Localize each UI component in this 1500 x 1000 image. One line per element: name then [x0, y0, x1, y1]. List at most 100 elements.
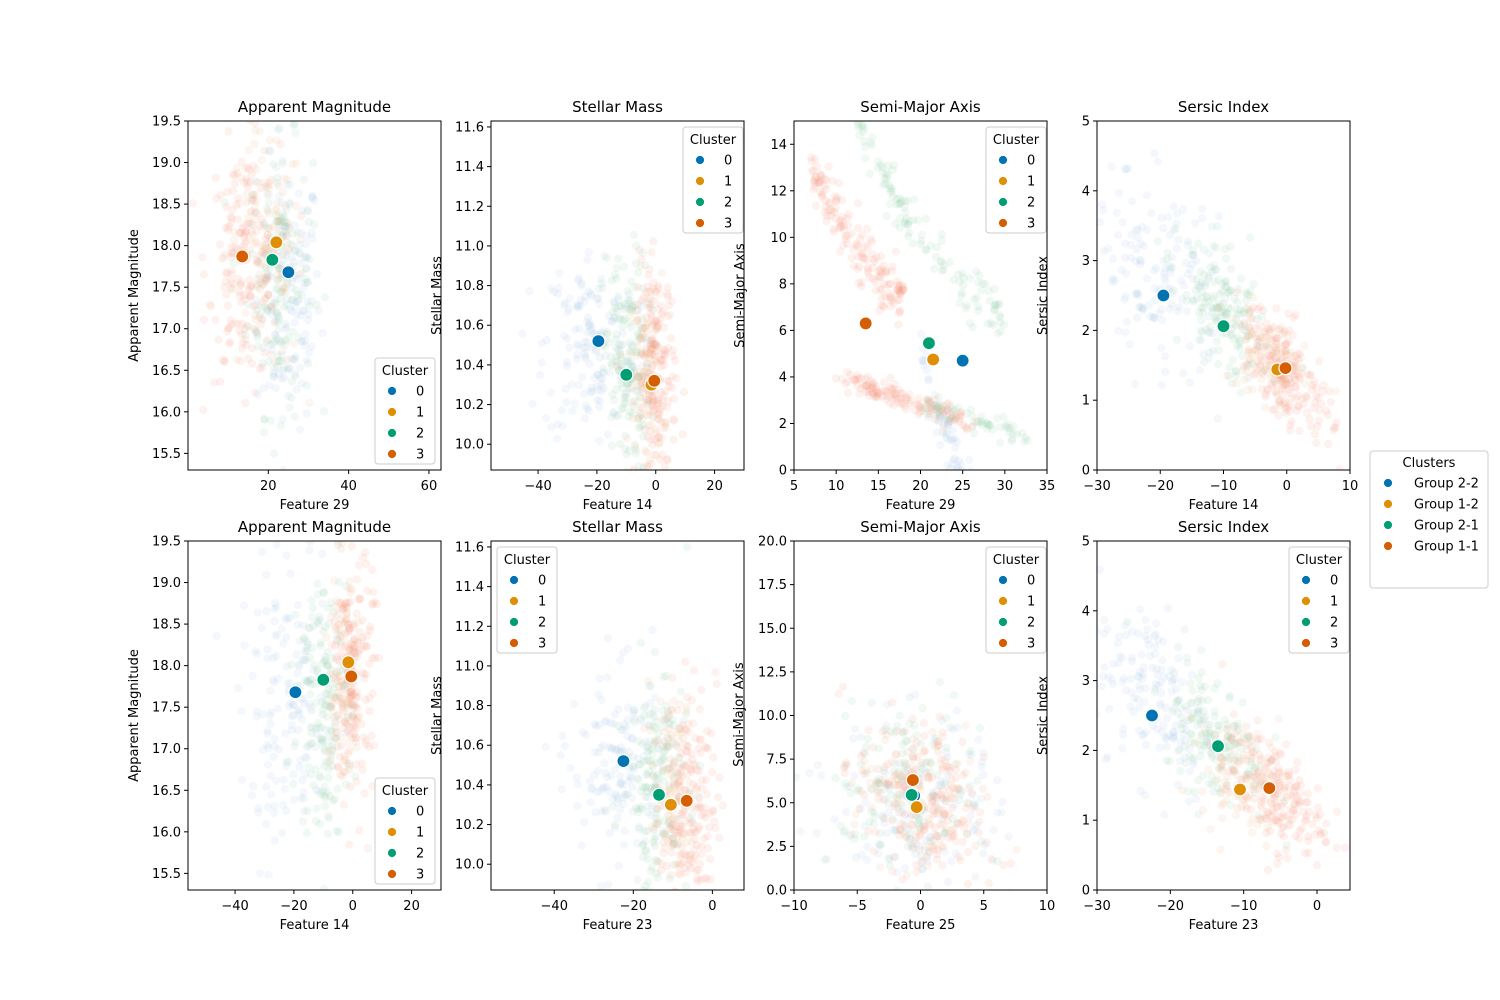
scatter-point [1326, 397, 1336, 407]
scatter-point [347, 620, 357, 630]
scatter-point [1253, 304, 1263, 314]
scatter-point [1279, 381, 1288, 390]
scatter-point [224, 225, 233, 234]
y-tick-label: 16.0 [152, 405, 181, 420]
scatter-point [880, 762, 889, 772]
scatter-point [274, 369, 284, 379]
scatter-point [318, 735, 327, 744]
scatter-point [1169, 734, 1178, 743]
scatter-point [915, 824, 925, 833]
scatter-point [698, 776, 707, 785]
scatter-point [643, 318, 652, 327]
scatter-point [860, 832, 869, 841]
scatter-point [674, 725, 683, 734]
scatter-point [896, 198, 905, 207]
scatter-point [642, 742, 651, 752]
scatter-point [629, 466, 638, 470]
scatter-point [592, 294, 602, 304]
scatter-point [677, 917, 685, 925]
scatter-point [323, 647, 333, 657]
scatter-point [1202, 738, 1211, 747]
scatter-point [977, 416, 986, 426]
scatter-point [1248, 814, 1257, 823]
scatter-point [926, 398, 935, 407]
scatter-point [611, 335, 621, 344]
scatter-point [626, 407, 635, 417]
scatter-point [616, 360, 625, 369]
scatter-point [1136, 605, 1145, 614]
scatter-point [1173, 696, 1182, 706]
scatter-point [666, 705, 676, 715]
scatter-point [638, 841, 647, 850]
legend-label: 2 [416, 427, 424, 442]
scatter-point [923, 769, 932, 778]
scatter-point [637, 314, 647, 323]
scatter-point [273, 283, 282, 292]
scatter-point [247, 220, 256, 229]
scatter-point [270, 357, 279, 366]
scatter-point [257, 184, 266, 193]
scatter-point [650, 841, 660, 851]
scatter-point [339, 601, 348, 610]
scatter-point [688, 719, 698, 728]
scatter-point [1119, 724, 1128, 733]
scatter-point [893, 394, 902, 404]
scatter-point [611, 744, 620, 753]
scatter-point [264, 870, 273, 880]
scatter-point [1255, 779, 1265, 788]
scatter-point [964, 507, 972, 515]
scatter-point [1285, 374, 1294, 383]
scatter-point [637, 371, 647, 380]
scatter-point [315, 773, 324, 782]
scatter-point [584, 248, 594, 257]
scatter-point [1097, 565, 1105, 575]
scatter-point [1247, 743, 1256, 752]
scatter-point [674, 869, 683, 878]
scatter-point [886, 296, 895, 305]
scatter-point [314, 619, 323, 628]
scatter-point [266, 350, 275, 359]
scatter-point [536, 370, 545, 380]
scatter-point [281, 325, 290, 334]
scatter-point [1232, 379, 1241, 388]
scatter-point [585, 777, 595, 786]
scatter-point [1203, 720, 1212, 730]
scatter-point [867, 784, 876, 793]
scatter-point [1019, 437, 1029, 446]
scatter-point [601, 807, 610, 816]
y-tick-label: 20.0 [758, 535, 787, 550]
scatter-point [1310, 398, 1320, 408]
scatter-point [1287, 348, 1296, 357]
scatter-point [1271, 388, 1280, 397]
scatter-point [1280, 375, 1290, 384]
subplot-title: Semi-Major Axis [860, 98, 981, 116]
scatter-point [891, 770, 901, 779]
scatter-point [281, 336, 291, 345]
scatter-point [1274, 816, 1283, 825]
scatter-point [641, 783, 650, 792]
scatter-point [1214, 721, 1223, 730]
scatter-point [939, 794, 948, 804]
scatter-point [256, 320, 265, 329]
scatter-point [314, 723, 324, 732]
scatter-point [321, 696, 331, 705]
scatter-point [1172, 244, 1182, 253]
scatter-point [665, 788, 674, 797]
scatter-point [937, 814, 947, 823]
scatter-point [923, 397, 932, 406]
scatter-point [320, 762, 329, 771]
scatter-point [936, 834, 945, 844]
scatter-point [1194, 239, 1203, 248]
scatter-point [1262, 340, 1271, 349]
scatter-point [268, 160, 278, 169]
scatter-point [1278, 391, 1287, 400]
scatter-point [1312, 813, 1322, 823]
scatter-point [1208, 267, 1217, 277]
scatter-point [1197, 645, 1206, 655]
scatter-point [1211, 730, 1220, 739]
scatter-point [925, 833, 934, 842]
scatter-point [308, 739, 317, 748]
scatter-point [874, 744, 883, 753]
scatter-point [850, 112, 858, 120]
scatter-point [594, 370, 603, 379]
